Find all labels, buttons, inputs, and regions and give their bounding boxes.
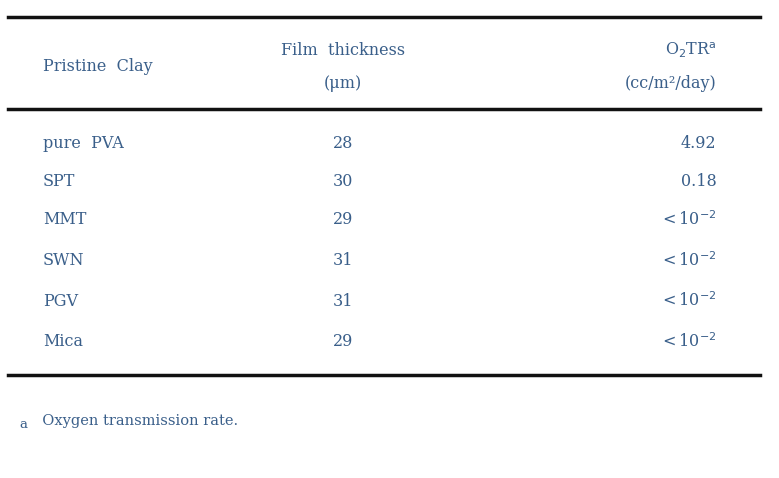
Text: 31: 31	[333, 293, 353, 310]
Text: O$_2$TR$^{\rm a}$: O$_2$TR$^{\rm a}$	[665, 41, 717, 60]
Text: $<$10$^{-2}$: $<$10$^{-2}$	[659, 292, 717, 311]
Text: 29: 29	[333, 211, 353, 228]
Text: 30: 30	[333, 173, 353, 190]
Text: PGV: PGV	[43, 293, 78, 310]
Text: MMT: MMT	[43, 211, 86, 228]
Text: Film  thickness: Film thickness	[280, 42, 405, 59]
Text: Mica: Mica	[43, 333, 83, 350]
Text: (cc/m²/day): (cc/m²/day)	[625, 75, 717, 92]
Text: 4.92: 4.92	[681, 135, 717, 152]
Text: $<$10$^{-2}$: $<$10$^{-2}$	[659, 332, 717, 351]
Text: Pristine  Clay: Pristine Clay	[43, 58, 153, 76]
Text: Oxygen transmission rate.: Oxygen transmission rate.	[33, 413, 238, 428]
Text: SPT: SPT	[43, 173, 76, 190]
Text: $<$10$^{-2}$: $<$10$^{-2}$	[659, 210, 717, 229]
Text: a: a	[19, 418, 27, 431]
Text: $<$10$^{-2}$: $<$10$^{-2}$	[659, 251, 717, 270]
Text: SWN: SWN	[43, 252, 84, 269]
Text: 28: 28	[333, 135, 353, 152]
Text: 31: 31	[333, 252, 353, 269]
Text: pure  PVA: pure PVA	[43, 135, 124, 152]
Text: 0.18: 0.18	[681, 173, 717, 190]
Text: 29: 29	[333, 333, 353, 350]
Text: (μm): (μm)	[323, 75, 362, 92]
